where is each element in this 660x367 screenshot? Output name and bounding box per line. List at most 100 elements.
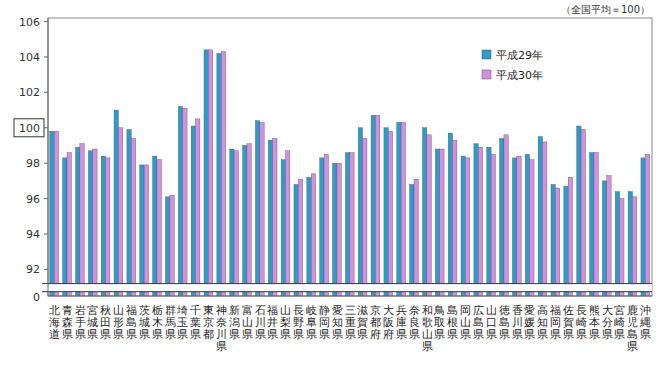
bar [67, 153, 71, 296]
y-tick [44, 269, 48, 270]
x-tick-char: 県 [357, 328, 368, 340]
x-tick-label: 三重県 [345, 304, 356, 340]
x-tick-char: 島 [473, 316, 484, 328]
x-tick-label: 福島県 [126, 304, 137, 340]
x-tick-char: 県 [602, 328, 613, 340]
legend-swatch [482, 50, 491, 59]
bar [285, 151, 289, 296]
x-tick-char: 熊 [589, 304, 600, 316]
x-tick-char: 県 [499, 328, 510, 340]
bar [538, 137, 542, 296]
x-tick-label: 徳島県 [499, 304, 510, 340]
bar [500, 138, 504, 296]
x-tick-label: 鳥取県 [433, 304, 445, 340]
x-tick-label: 愛媛県 [524, 304, 535, 340]
x-tick-char: 県 [280, 328, 291, 340]
bar [294, 184, 298, 296]
x-tick-char: 根 [447, 316, 458, 328]
x-tick-label: 山形県 [113, 304, 124, 340]
x-tick-char: 崎 [614, 316, 625, 328]
x-tick-char: 野 [293, 316, 304, 328]
x-tick-char: 県 [177, 328, 188, 340]
x-tick-char: 賀 [563, 316, 574, 328]
bar [543, 142, 547, 296]
x-tick-char: 川 [216, 328, 227, 340]
bar [106, 158, 110, 296]
x-tick-char: 潟 [229, 316, 240, 328]
bar [281, 160, 285, 296]
y-tick [44, 92, 48, 93]
bar [345, 153, 349, 296]
x-tick-label: 長崎県 [576, 304, 587, 340]
bar [268, 140, 272, 296]
x-tick-char: 賀 [357, 316, 368, 328]
x-tick-char: 県 [486, 328, 497, 340]
bar [127, 130, 131, 296]
x-tick-char: 山 [486, 304, 497, 316]
x-axis [48, 296, 652, 297]
x-tick-label: 静岡県 [319, 304, 330, 340]
x-tick-char: 宮 [87, 304, 98, 316]
bar [307, 177, 311, 296]
x-tick-char: 愛 [524, 304, 535, 316]
bar [435, 149, 439, 296]
y-tick [44, 163, 48, 164]
x-tick-label: 福岡県 [550, 304, 561, 340]
x-tick-char: 県 [190, 328, 201, 340]
bar [204, 50, 208, 296]
x-tick-label: 秋田県 [100, 304, 111, 340]
bar [350, 153, 354, 296]
bar [607, 176, 611, 296]
x-tick-label: 大分県 [602, 304, 613, 340]
x-tick-char: 知 [332, 316, 343, 328]
x-tick-char: 阪 [383, 316, 394, 328]
x-tick-char: 県 [473, 328, 484, 340]
x-tick-char: 千 [190, 304, 201, 316]
bar [311, 174, 315, 296]
x-tick-char: 県 [460, 328, 471, 340]
x-tick-char: 県 [640, 328, 651, 340]
bar [230, 149, 234, 296]
x-tick-label: 群馬県 [164, 304, 176, 340]
bar [273, 138, 277, 296]
x-tick-char: 青 [62, 304, 73, 316]
bar [517, 156, 521, 296]
bar [196, 119, 200, 296]
x-tick-char: 秋 [100, 304, 111, 316]
x-tick-char: 県 [229, 328, 240, 340]
x-tick-char: 県 [550, 328, 561, 340]
x-tick-char: 県 [113, 328, 124, 340]
x-tick-label: 滋賀県 [357, 304, 368, 340]
x-tick-char: 神 [216, 304, 227, 316]
bar [333, 163, 337, 296]
y-tick-label: 96 [26, 193, 40, 206]
x-tick-char: 奈 [216, 316, 227, 328]
x-tick-label: 岡山県 [460, 304, 471, 340]
bar [448, 133, 452, 296]
y-tick-highlight [14, 119, 44, 137]
legend-label: 平成29年 [496, 49, 543, 62]
x-tick-char: 崎 [576, 316, 587, 328]
x-tick-char: 井 [267, 316, 278, 328]
x-tick-char: 北 [49, 304, 60, 316]
x-tick-char: 口 [486, 316, 497, 328]
x-tick-label: 東京都 [203, 304, 214, 340]
page: {"chart_data": { "type": "bar", "subtitl… [0, 0, 660, 367]
x-tick-char: 県 [216, 340, 227, 352]
bar [153, 156, 157, 296]
x-tick-char: 県 [512, 328, 523, 340]
bar [641, 158, 645, 296]
x-tick-label: 栃木県 [152, 304, 163, 340]
bar [63, 158, 67, 296]
bar [628, 192, 632, 296]
bar [384, 128, 388, 296]
y-tick [44, 127, 48, 128]
bar [93, 149, 97, 296]
bar [620, 199, 624, 296]
bar [371, 115, 375, 296]
x-tick-char: 岡 [319, 316, 330, 328]
legend-swatch [482, 70, 491, 79]
x-tick-char: 富 [242, 304, 253, 316]
x-tick-char: 玉 [177, 316, 188, 328]
bar [581, 130, 585, 296]
